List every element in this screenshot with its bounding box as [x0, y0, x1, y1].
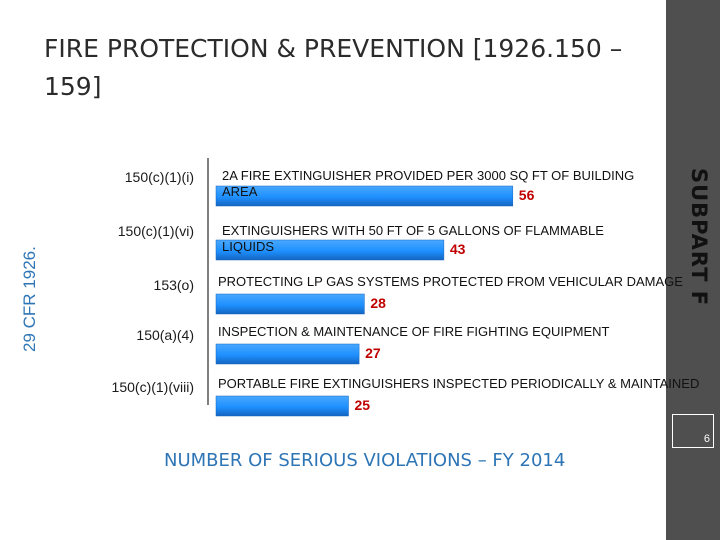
right-sidebar — [666, 0, 720, 540]
category-label-4: 150(a)(4) — [136, 327, 194, 343]
category-label-2: 150(c)(1)(vi) — [118, 223, 194, 239]
value-label-2: 43 — [450, 241, 466, 257]
subpart-label: SUBPART F — [687, 168, 711, 307]
category-label-3: 153(o) — [154, 277, 194, 293]
bar-3 — [215, 293, 365, 315]
description-label-4: INSPECTION & MAINTENANCE OF FIRE FIGHTIN… — [218, 324, 610, 339]
bar-2 — [215, 239, 445, 261]
description-label-1: 2A FIRE EXTINGUISHER PROVIDED PER 3000 S… — [222, 168, 634, 199]
x-axis-label: NUMBER OF SERIOUS VIOLATIONS – FY 2014 — [164, 450, 566, 471]
slide-title: FIRE PROTECTION & PREVENTION [1926.150 –… — [44, 34, 623, 101]
value-label-3: 28 — [370, 295, 386, 311]
page-number: 6 — [703, 433, 710, 445]
value-label-4: 27 — [365, 345, 381, 361]
description-label-3: PROTECTING LP GAS SYSTEMS PROTECTED FROM… — [218, 274, 683, 289]
category-label-1: 150(c)(1)(i) — [125, 169, 194, 185]
description-label-2: EXTINGUISHERS WITH 50 FT OF 5 GALLONS OF… — [222, 223, 604, 254]
bar-5 — [215, 395, 349, 417]
description-label-5: PORTABLE FIRE EXTINGUISHERS INSPECTED PE… — [218, 376, 699, 391]
value-label-1: 56 — [519, 187, 535, 203]
bar-4 — [215, 343, 360, 365]
bar-1 — [215, 185, 514, 207]
category-label-5: 150(c)(1)(viii) — [112, 379, 194, 395]
value-label-5: 25 — [355, 397, 371, 413]
page-number-box: 6 — [672, 414, 714, 448]
